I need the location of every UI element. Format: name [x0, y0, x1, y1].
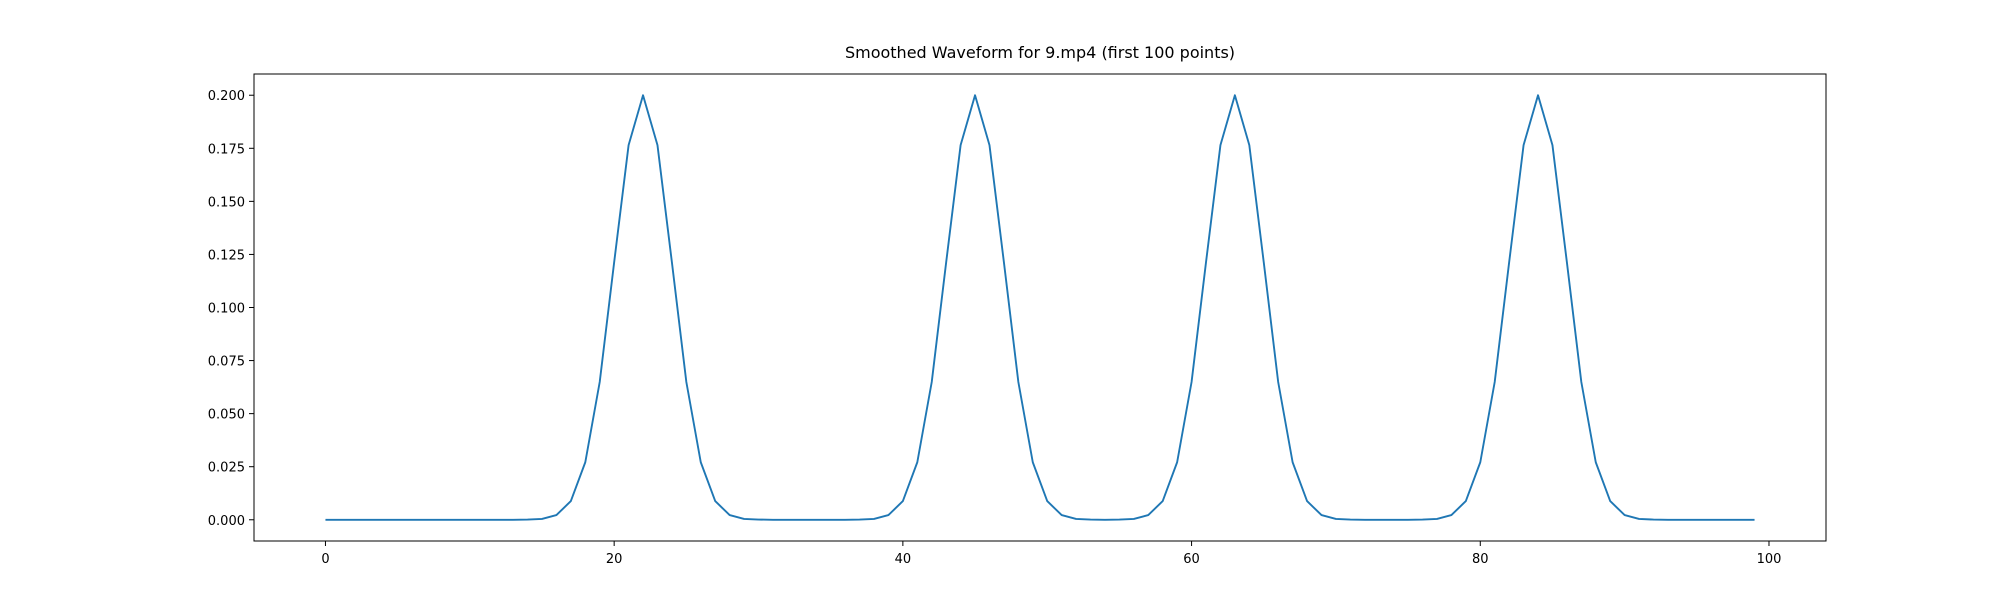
y-tick-label: 0.075	[208, 355, 245, 370]
y-tick-label: 0.100	[208, 302, 245, 317]
x-tick-label: 60	[1183, 552, 1200, 567]
chart-title: Smoothed Waveform for 9.mp4 (first 100 p…	[845, 43, 1235, 62]
y-tick-label: 0.000	[208, 514, 245, 529]
x-tick-label: 0	[321, 552, 329, 567]
plot-frame	[253, 73, 1827, 542]
x-tick-label: 100	[1757, 552, 1782, 567]
y-tick-label: 0.150	[208, 195, 245, 210]
x-tick-label: 40	[895, 552, 912, 567]
x-tick-label: 80	[1472, 552, 1489, 567]
series-line	[325, 94, 1755, 521]
y-tick-label: 0.175	[208, 142, 245, 157]
y-tick-label: 0.125	[208, 248, 245, 263]
y-tick-label: 0.025	[208, 461, 245, 476]
y-tick-label: 0.200	[208, 89, 245, 104]
x-tick-label: 20	[606, 552, 623, 567]
y-tick-label: 0.050	[208, 408, 245, 423]
